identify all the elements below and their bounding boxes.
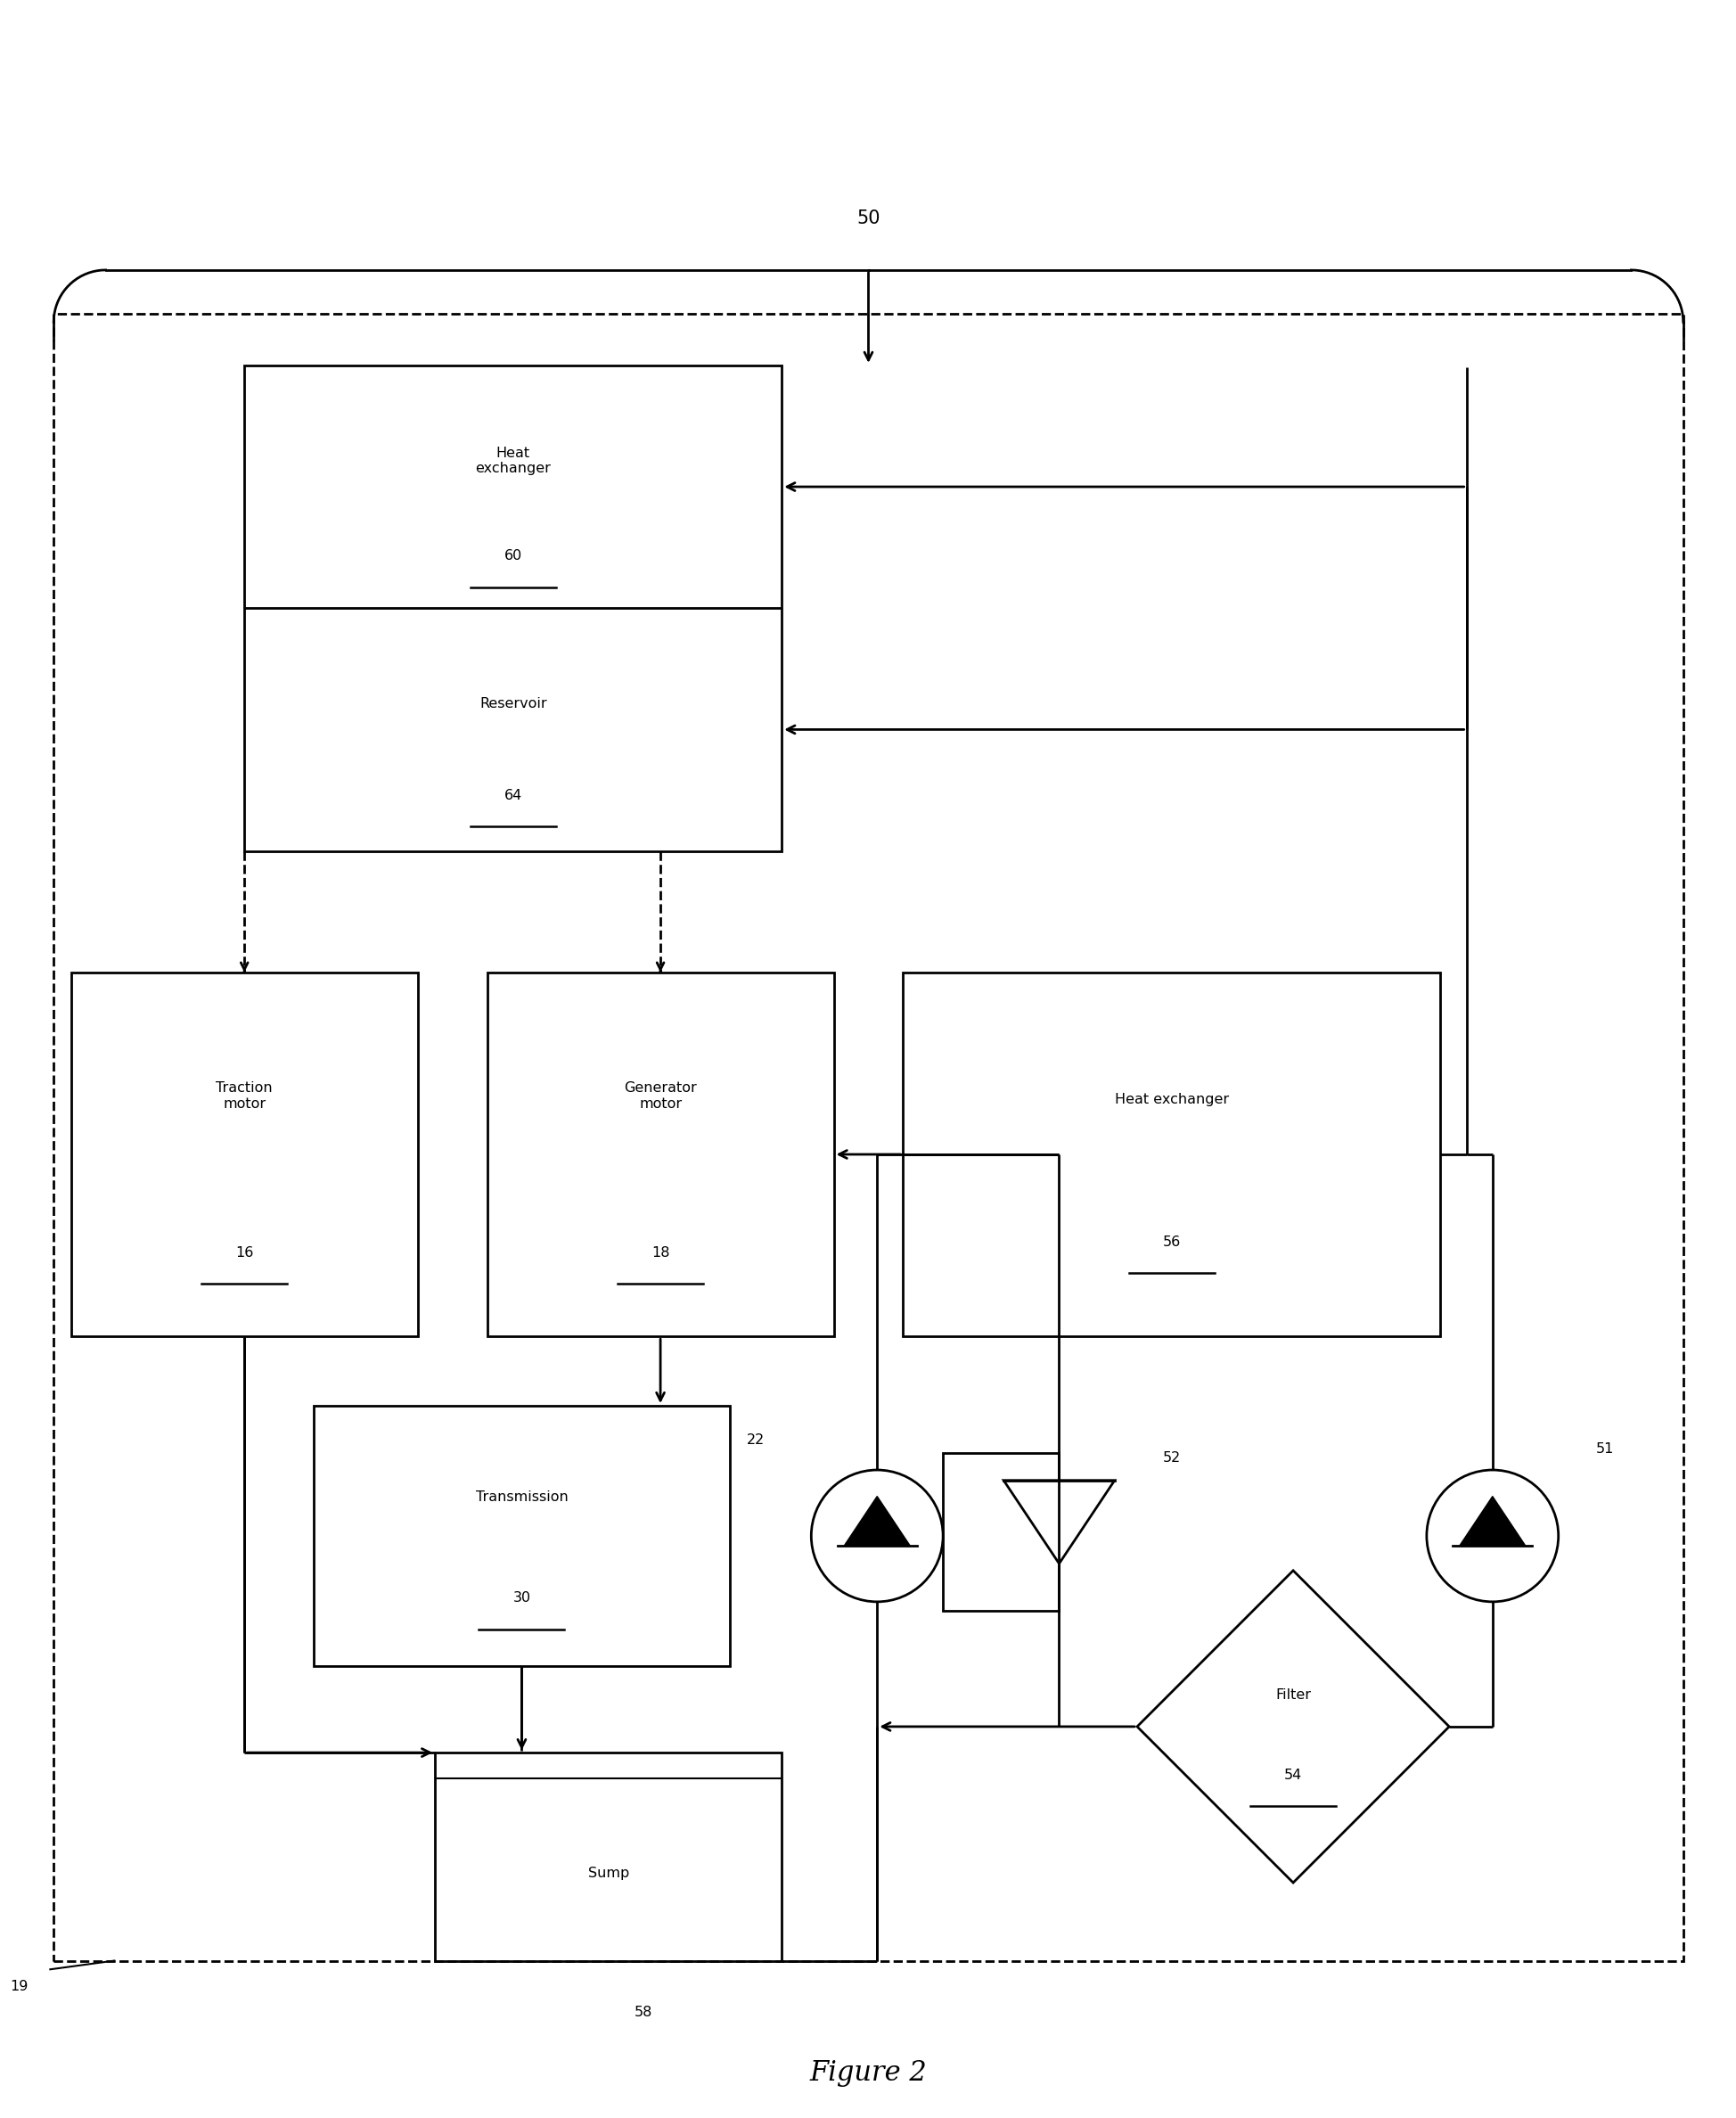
- Text: Sump: Sump: [587, 1866, 628, 1881]
- Text: 52: 52: [1161, 1451, 1180, 1464]
- Bar: [314, 1406, 729, 1667]
- Text: Traction
motor: Traction motor: [215, 1082, 273, 1110]
- Bar: [943, 1453, 1059, 1610]
- Text: Heat exchanger: Heat exchanger: [1115, 1093, 1229, 1106]
- Text: Generator
motor: Generator motor: [623, 1082, 696, 1110]
- Bar: [54, 313, 1682, 1961]
- Text: 19: 19: [10, 1980, 28, 1993]
- Text: Reservoir: Reservoir: [479, 697, 547, 710]
- Text: 30: 30: [512, 1591, 531, 1605]
- Text: 51: 51: [1595, 1442, 1613, 1455]
- Text: 56: 56: [1161, 1235, 1180, 1248]
- Bar: [486, 972, 833, 1336]
- Bar: [71, 972, 417, 1336]
- Text: 64: 64: [503, 788, 523, 803]
- Text: Transmission: Transmission: [476, 1491, 568, 1504]
- Text: 54: 54: [1283, 1769, 1302, 1781]
- Bar: [903, 972, 1439, 1336]
- Text: 18: 18: [651, 1245, 668, 1260]
- Text: 58: 58: [634, 2006, 653, 2018]
- Text: 16: 16: [234, 1245, 253, 1260]
- Text: 60: 60: [503, 549, 523, 563]
- Text: 50: 50: [856, 210, 880, 227]
- Bar: [245, 366, 781, 851]
- Text: Heat
exchanger: Heat exchanger: [476, 447, 550, 474]
- Text: Figure 2: Figure 2: [809, 2059, 927, 2086]
- Text: 22: 22: [746, 1434, 764, 1447]
- Polygon shape: [1458, 1495, 1524, 1546]
- Text: Filter: Filter: [1274, 1688, 1311, 1703]
- Bar: [434, 1752, 781, 1961]
- Polygon shape: [844, 1495, 910, 1546]
